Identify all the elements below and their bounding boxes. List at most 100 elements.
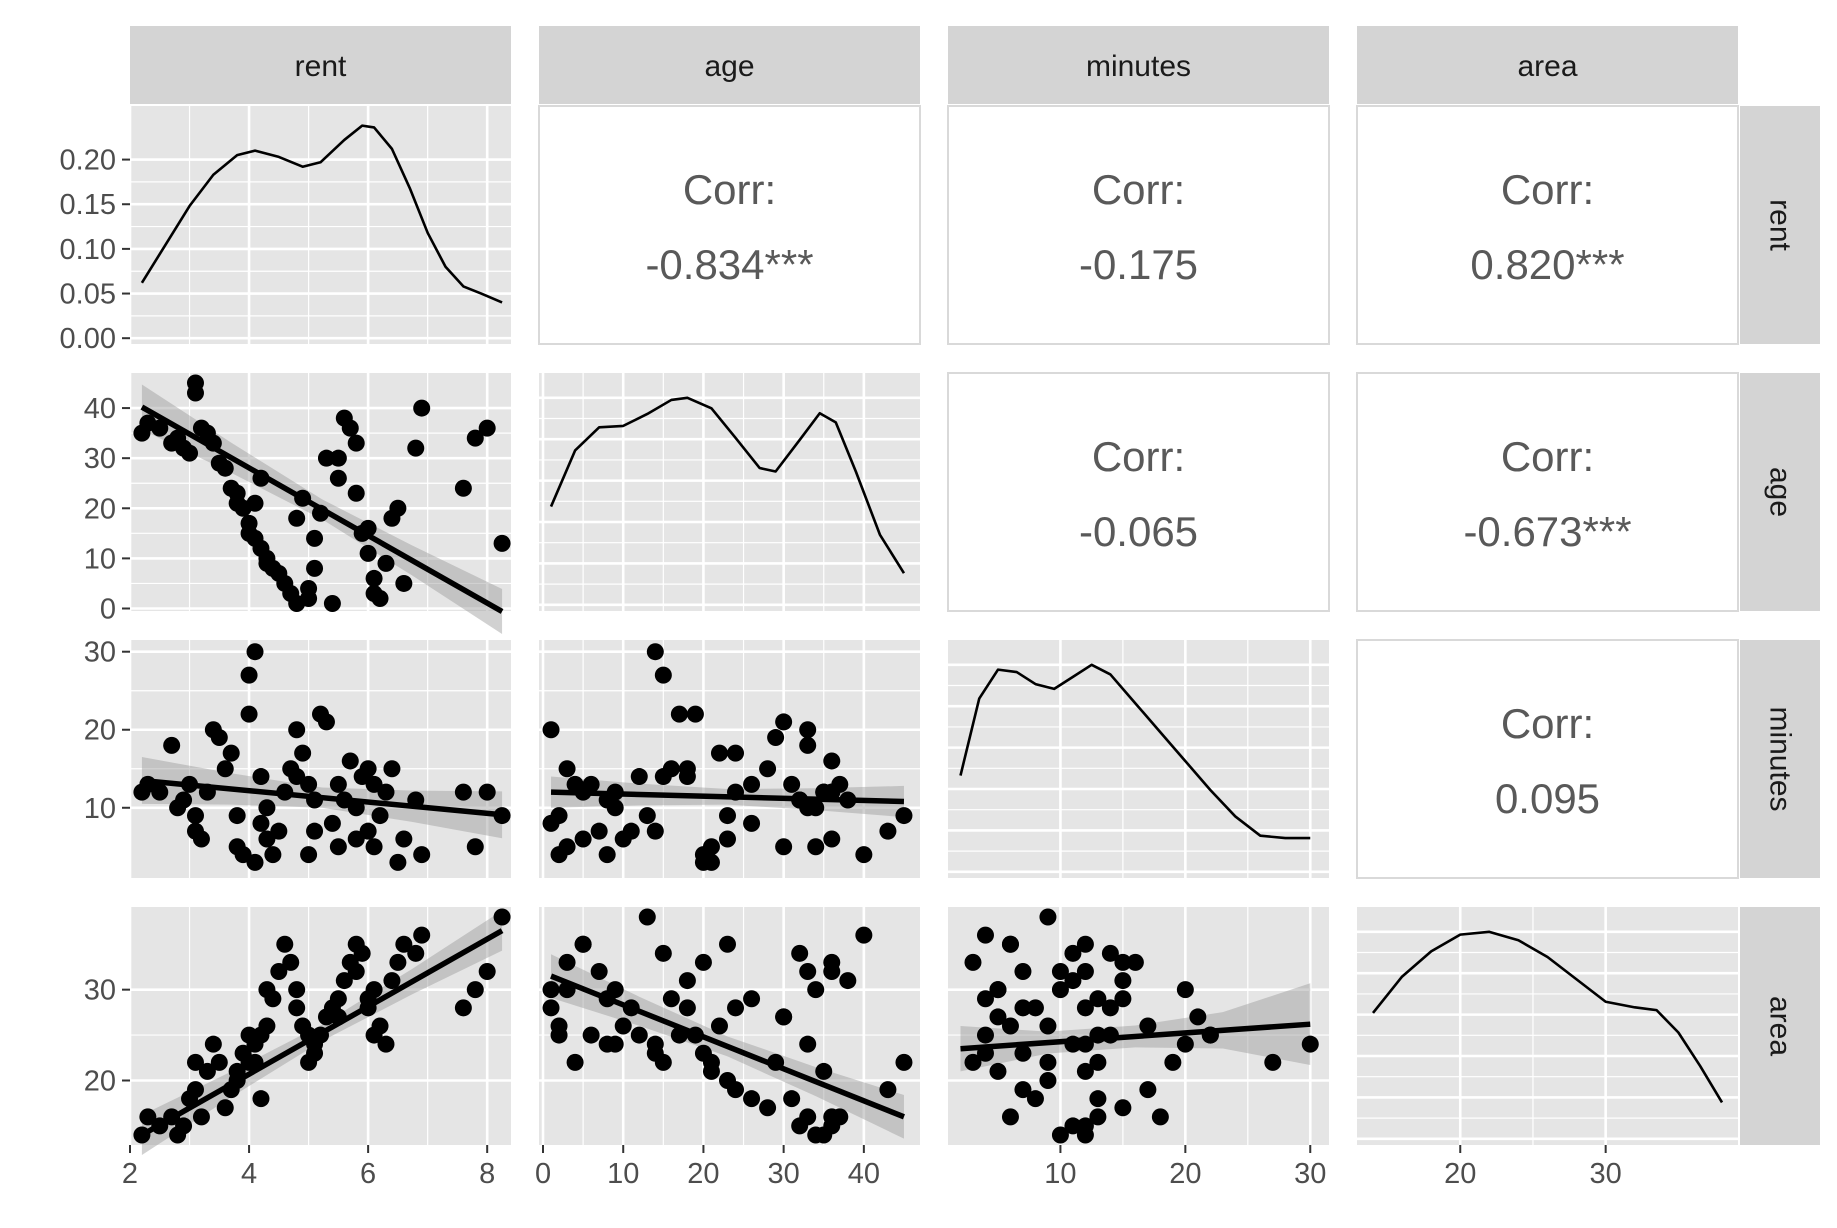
x-tick-label: 40 [848,1158,880,1190]
data-point [454,479,472,497]
corr-value: 0.095 [1495,775,1600,822]
data-point [371,589,389,607]
data-point [879,1081,897,1099]
data-point [252,1090,270,1108]
data-point [1051,1126,1069,1144]
x-tick-label: 6 [360,1158,376,1190]
data-point [718,807,736,825]
panel-rent-minutes: Corr: -0.175 [947,105,1330,345]
data-point [377,554,395,572]
data-point [743,1090,761,1108]
data-point [389,953,407,971]
data-point [694,853,712,871]
data-point [964,953,982,971]
data-point [1026,1090,1044,1108]
x-tick-label: 30 [1590,1158,1622,1190]
data-point [175,1117,193,1135]
data-point [347,434,365,452]
data-point [478,962,496,980]
data-point [1014,1044,1032,1062]
regression-line [550,973,905,1120]
y-tick-label: 30 [84,637,116,669]
data-point [413,846,431,864]
data-point [365,981,383,999]
data-point [989,1008,1007,1026]
data-point [1076,999,1094,1017]
corr-panel-bg [538,105,921,345]
data-point [710,1017,728,1035]
data-point [294,744,312,762]
data-point [365,569,383,587]
data-point [246,853,264,871]
data-point [791,944,809,962]
data-point [895,1053,913,1071]
data-point [383,760,401,778]
data-point [590,822,608,840]
y-tick-label: 30 [84,975,116,1007]
data-point [317,449,335,467]
data-point [1026,999,1044,1017]
strip-right-label-age: age [1764,467,1797,517]
data-point [240,705,258,723]
data-point [1076,1062,1094,1080]
data-point [377,1035,395,1053]
y-tick-label: 30 [84,443,116,475]
data-point [288,981,306,999]
y-tick-label: 0.05 [60,279,116,311]
data-point [791,1117,809,1135]
data-point [815,1062,833,1080]
data-point [395,574,413,592]
x-tick-label: 20 [1169,1158,1201,1190]
data-point [1301,1035,1319,1053]
corr-panel-bg [1356,105,1739,345]
x-tick-label: 2 [122,1158,138,1190]
data-point [181,444,199,462]
regression-line [960,1021,1311,1052]
corr-panel-bg [947,372,1330,612]
data-point [654,944,672,962]
corr-panel-bg [1356,372,1739,612]
y-tick-label: 10 [84,543,116,575]
data-point [1064,1117,1082,1135]
data-point [353,944,371,962]
data-point [775,1008,793,1026]
corr-label: Corr: [1501,433,1594,480]
y-tick-label: 0.10 [60,234,116,266]
data-point [1089,1053,1107,1071]
data-point [574,935,592,953]
panel-rent-age: Corr: -0.834*** [538,105,921,345]
data-point [743,775,761,793]
data-point [614,1017,632,1035]
data-point [186,807,204,825]
x-tick-label: 30 [1294,1158,1326,1190]
data-point [1139,1081,1157,1099]
data-point [407,439,425,457]
density-line-age [549,396,906,574]
data-point [186,384,204,402]
strip-right-label-minutes: minutes [1764,706,1797,811]
regression-line [140,404,504,614]
data-point [743,990,761,1008]
data-point [329,449,347,467]
corr-label: Corr: [1092,433,1185,480]
data-point [976,990,994,1008]
data-point [246,494,264,512]
regression-line [550,789,905,805]
data-point [1051,981,1069,999]
data-point [1089,990,1107,1008]
data-point [395,830,413,848]
data-point [270,962,288,980]
data-point [389,499,407,517]
data-point [823,1108,841,1126]
data-point [192,830,210,848]
data-point [582,1026,600,1044]
data-point [413,926,431,944]
data-point [662,760,680,778]
data-point [799,736,817,754]
data-point [1114,1099,1132,1117]
corr-value: 0.820*** [1470,241,1624,288]
strip-label-age: age [704,50,754,83]
data-point [646,822,664,840]
data-point [1076,1117,1094,1135]
panel-minutes-age [539,640,920,878]
